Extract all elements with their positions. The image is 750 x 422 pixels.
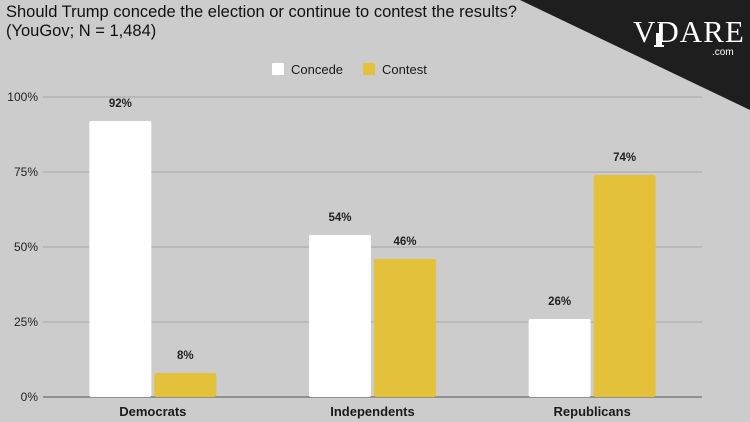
- y-tick-label: 50%: [14, 240, 38, 254]
- bar-contest: [374, 259, 436, 397]
- y-tick-label: 100%: [7, 90, 38, 104]
- x-tick-label: Independents: [330, 404, 415, 419]
- data-label: 54%: [328, 212, 351, 224]
- y-tick-label: 75%: [14, 165, 38, 179]
- bar-concede: [309, 235, 371, 397]
- data-label: 8%: [177, 350, 194, 362]
- data-label: 46%: [393, 236, 416, 248]
- bar-concede: [528, 319, 591, 397]
- bar-contest: [154, 373, 217, 397]
- data-label: 74%: [613, 152, 636, 164]
- legend-label-contest: Contest: [382, 62, 427, 77]
- data-label: 92%: [109, 98, 132, 110]
- bar-contest: [593, 175, 656, 397]
- x-tick-label: Republicans: [554, 404, 631, 419]
- logo-subtext: .com: [712, 47, 734, 58]
- legend-swatch-contest: [363, 63, 375, 75]
- chart-title: Should Trump concede the election or con…: [6, 3, 517, 41]
- y-tick-label: 0%: [21, 390, 39, 404]
- chart-title-line-1: Should Trump concede the election or con…: [6, 3, 517, 21]
- x-tick-label: Democrats: [119, 404, 186, 419]
- legend-swatch-concede: [272, 63, 284, 75]
- data-label: 26%: [548, 296, 571, 308]
- bar-concede: [89, 121, 152, 397]
- y-tick-label: 25%: [14, 315, 38, 329]
- legend-label-concede: Concede: [291, 62, 343, 77]
- chart-title-line-2: (YouGov; N = 1,484): [6, 22, 157, 40]
- logo-text: VDARE: [633, 14, 745, 49]
- logo-triangle: [520, 0, 750, 110]
- liberty-icon: [654, 24, 664, 47]
- vdare-logo: VDARE .com: [520, 0, 750, 110]
